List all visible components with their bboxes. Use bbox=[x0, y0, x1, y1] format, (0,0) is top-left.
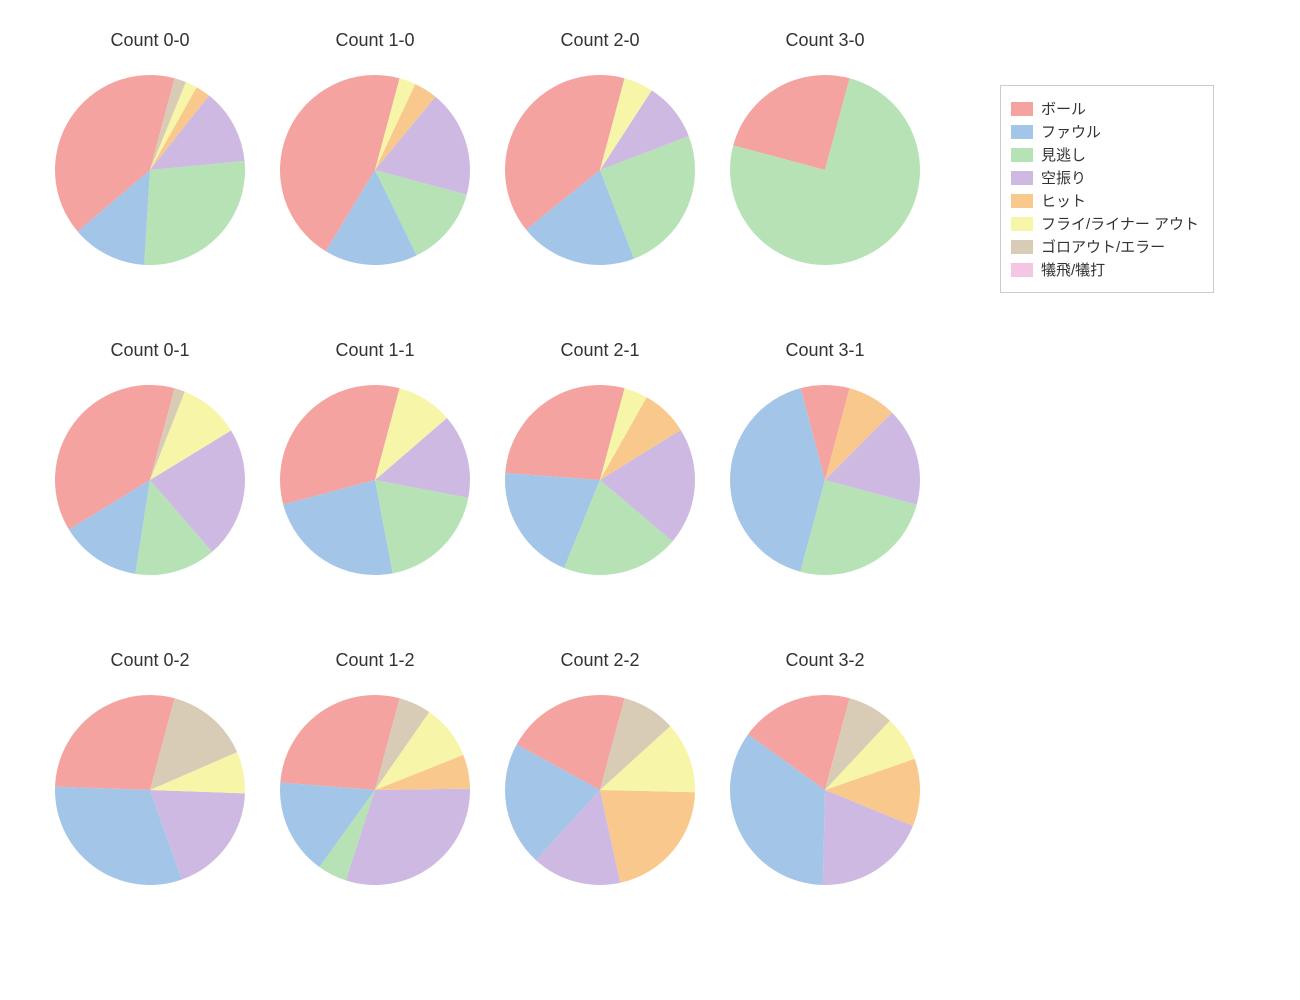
pie-chart bbox=[53, 383, 247, 577]
legend-label: 見逃し bbox=[1041, 144, 1086, 165]
pie-chart bbox=[728, 383, 922, 577]
chart-title: Count 0-0 bbox=[50, 30, 250, 51]
legend-label: ファウル bbox=[1041, 121, 1101, 142]
legend-swatch bbox=[1011, 171, 1033, 185]
legend: ボールファウル見逃し空振りヒットフライ/ライナー アウトゴロアウト/エラー犠飛/… bbox=[1000, 85, 1214, 293]
chart-title: Count 3-2 bbox=[725, 650, 925, 671]
chart-title: Count 0-1 bbox=[50, 340, 250, 361]
legend-item: 犠飛/犠打 bbox=[1011, 259, 1199, 280]
legend-swatch bbox=[1011, 217, 1033, 231]
legend-label: ゴロアウト/エラー bbox=[1041, 236, 1165, 257]
legend-swatch bbox=[1011, 125, 1033, 139]
chart-title: Count 2-1 bbox=[500, 340, 700, 361]
pie-slice-look bbox=[144, 161, 245, 265]
legend-item: ファウル bbox=[1011, 121, 1199, 142]
legend-swatch bbox=[1011, 263, 1033, 277]
legend-swatch bbox=[1011, 194, 1033, 208]
pie-chart bbox=[728, 693, 922, 887]
pie-chart bbox=[278, 693, 472, 887]
pie-chart bbox=[53, 73, 247, 267]
legend-swatch bbox=[1011, 148, 1033, 162]
chart-grid: Count 0-040.412.827.512.8Count 1-045.515… bbox=[0, 0, 1300, 1000]
legend-swatch bbox=[1011, 240, 1033, 254]
chart-title: Count 1-1 bbox=[275, 340, 475, 361]
legend-label: 空振り bbox=[1041, 167, 1086, 188]
legend-label: 犠飛/犠打 bbox=[1041, 259, 1105, 280]
legend-item: ゴロアウト/エラー bbox=[1011, 236, 1199, 257]
pie-chart bbox=[278, 383, 472, 577]
legend-item: 見逃し bbox=[1011, 144, 1199, 165]
pie-chart bbox=[53, 693, 247, 887]
legend-item: ヒット bbox=[1011, 190, 1199, 211]
pie-chart bbox=[503, 383, 697, 577]
chart-title: Count 3-0 bbox=[725, 30, 925, 51]
legend-swatch bbox=[1011, 102, 1033, 116]
chart-title: Count 1-2 bbox=[275, 650, 475, 671]
chart-title: Count 2-2 bbox=[500, 650, 700, 671]
chart-title: Count 0-2 bbox=[50, 650, 250, 671]
chart-title: Count 3-1 bbox=[725, 340, 925, 361]
pie-chart bbox=[278, 73, 472, 267]
pie-chart bbox=[503, 693, 697, 887]
legend-label: フライ/ライナー アウト bbox=[1041, 213, 1199, 234]
legend-label: ヒット bbox=[1041, 190, 1086, 211]
legend-item: フライ/ライナー アウト bbox=[1011, 213, 1199, 234]
pie-chart bbox=[728, 73, 922, 267]
legend-item: 空振り bbox=[1011, 167, 1199, 188]
legend-item: ボール bbox=[1011, 98, 1199, 119]
chart-title: Count 2-0 bbox=[500, 30, 700, 51]
legend-label: ボール bbox=[1041, 98, 1086, 119]
pie-chart bbox=[503, 73, 697, 267]
chart-title: Count 1-0 bbox=[275, 30, 475, 51]
